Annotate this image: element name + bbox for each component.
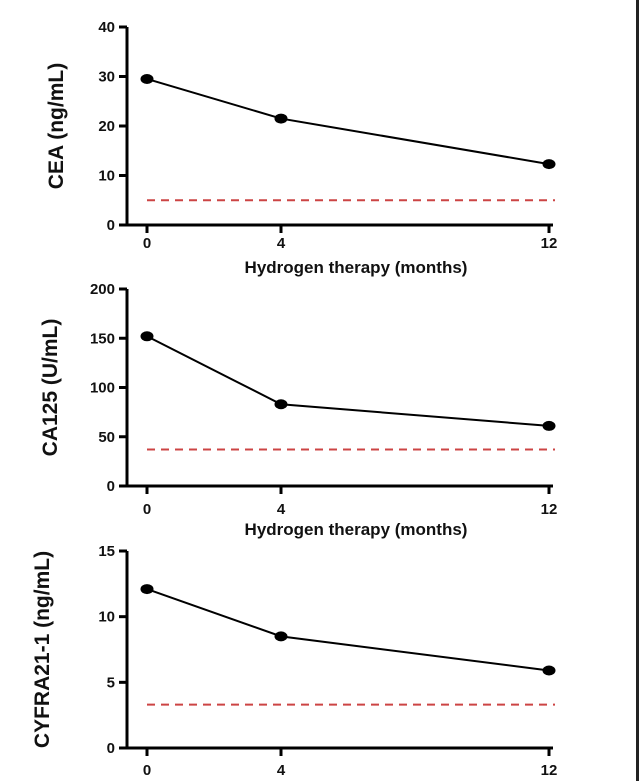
x-axis-title: Hydrogen therapy (months) bbox=[245, 520, 468, 539]
y-tick-label: 5 bbox=[107, 674, 115, 691]
series-line bbox=[146, 588, 550, 672]
y-tick-label: 10 bbox=[98, 168, 115, 185]
right-edge-border bbox=[636, 0, 639, 781]
data-point bbox=[140, 331, 154, 342]
x-tick-label: 0 bbox=[143, 762, 151, 779]
y-axis-title: CA125 (U/mL) bbox=[39, 319, 62, 457]
y-tick-label: 0 bbox=[107, 740, 115, 757]
y-tick-label: 0 bbox=[107, 217, 115, 234]
y-tick-label: 100 bbox=[90, 380, 115, 397]
chart-panel-3: 0 5 10 15 0 4 12 CYFRA21-1 (ng/mL) bbox=[31, 543, 557, 779]
y-tick-label: 15 bbox=[98, 543, 115, 560]
y-tick-label: 20 bbox=[98, 118, 115, 135]
series-line bbox=[146, 335, 550, 427]
y-axis-title: CYFRA21-1 (ng/mL) bbox=[31, 551, 54, 748]
data-point bbox=[274, 631, 288, 642]
x-axis-title: Hydrogen therapy (months) bbox=[245, 258, 468, 277]
data-point bbox=[542, 159, 556, 170]
x-tick-label: 4 bbox=[277, 762, 286, 779]
x-tick-label: 4 bbox=[277, 235, 286, 252]
y-tick-label: 50 bbox=[98, 429, 115, 446]
y-axis-title: CEA (ng/mL) bbox=[45, 63, 68, 189]
y-tick-label: 10 bbox=[98, 609, 115, 626]
x-tick-label: 12 bbox=[541, 501, 558, 518]
y-tick-label: 150 bbox=[90, 330, 115, 347]
data-point bbox=[274, 399, 288, 410]
data-point bbox=[542, 420, 556, 431]
x-tick-label: 0 bbox=[143, 501, 151, 518]
data-point bbox=[274, 113, 288, 124]
series-line bbox=[146, 78, 550, 166]
x-tick-label: 4 bbox=[277, 501, 286, 518]
data-point bbox=[140, 73, 154, 84]
x-tick-label: 0 bbox=[143, 235, 151, 252]
y-tick-label: 40 bbox=[98, 19, 115, 36]
x-tick-label: 12 bbox=[541, 235, 558, 252]
x-tick-label: 12 bbox=[541, 762, 558, 779]
data-point bbox=[542, 665, 556, 676]
y-tick-label: 200 bbox=[90, 281, 115, 298]
data-point bbox=[140, 584, 154, 595]
y-tick-label: 30 bbox=[98, 69, 115, 86]
y-tick-label: 0 bbox=[107, 478, 115, 495]
chart-panel-2: 0 50 100 150 200 0 4 12 Hydrogen therapy (months… bbox=[39, 281, 557, 539]
chart-panel-1: 0 10 20 30 40 0 4 12 Hydrogen therapy (months) CE… bbox=[45, 19, 557, 277]
